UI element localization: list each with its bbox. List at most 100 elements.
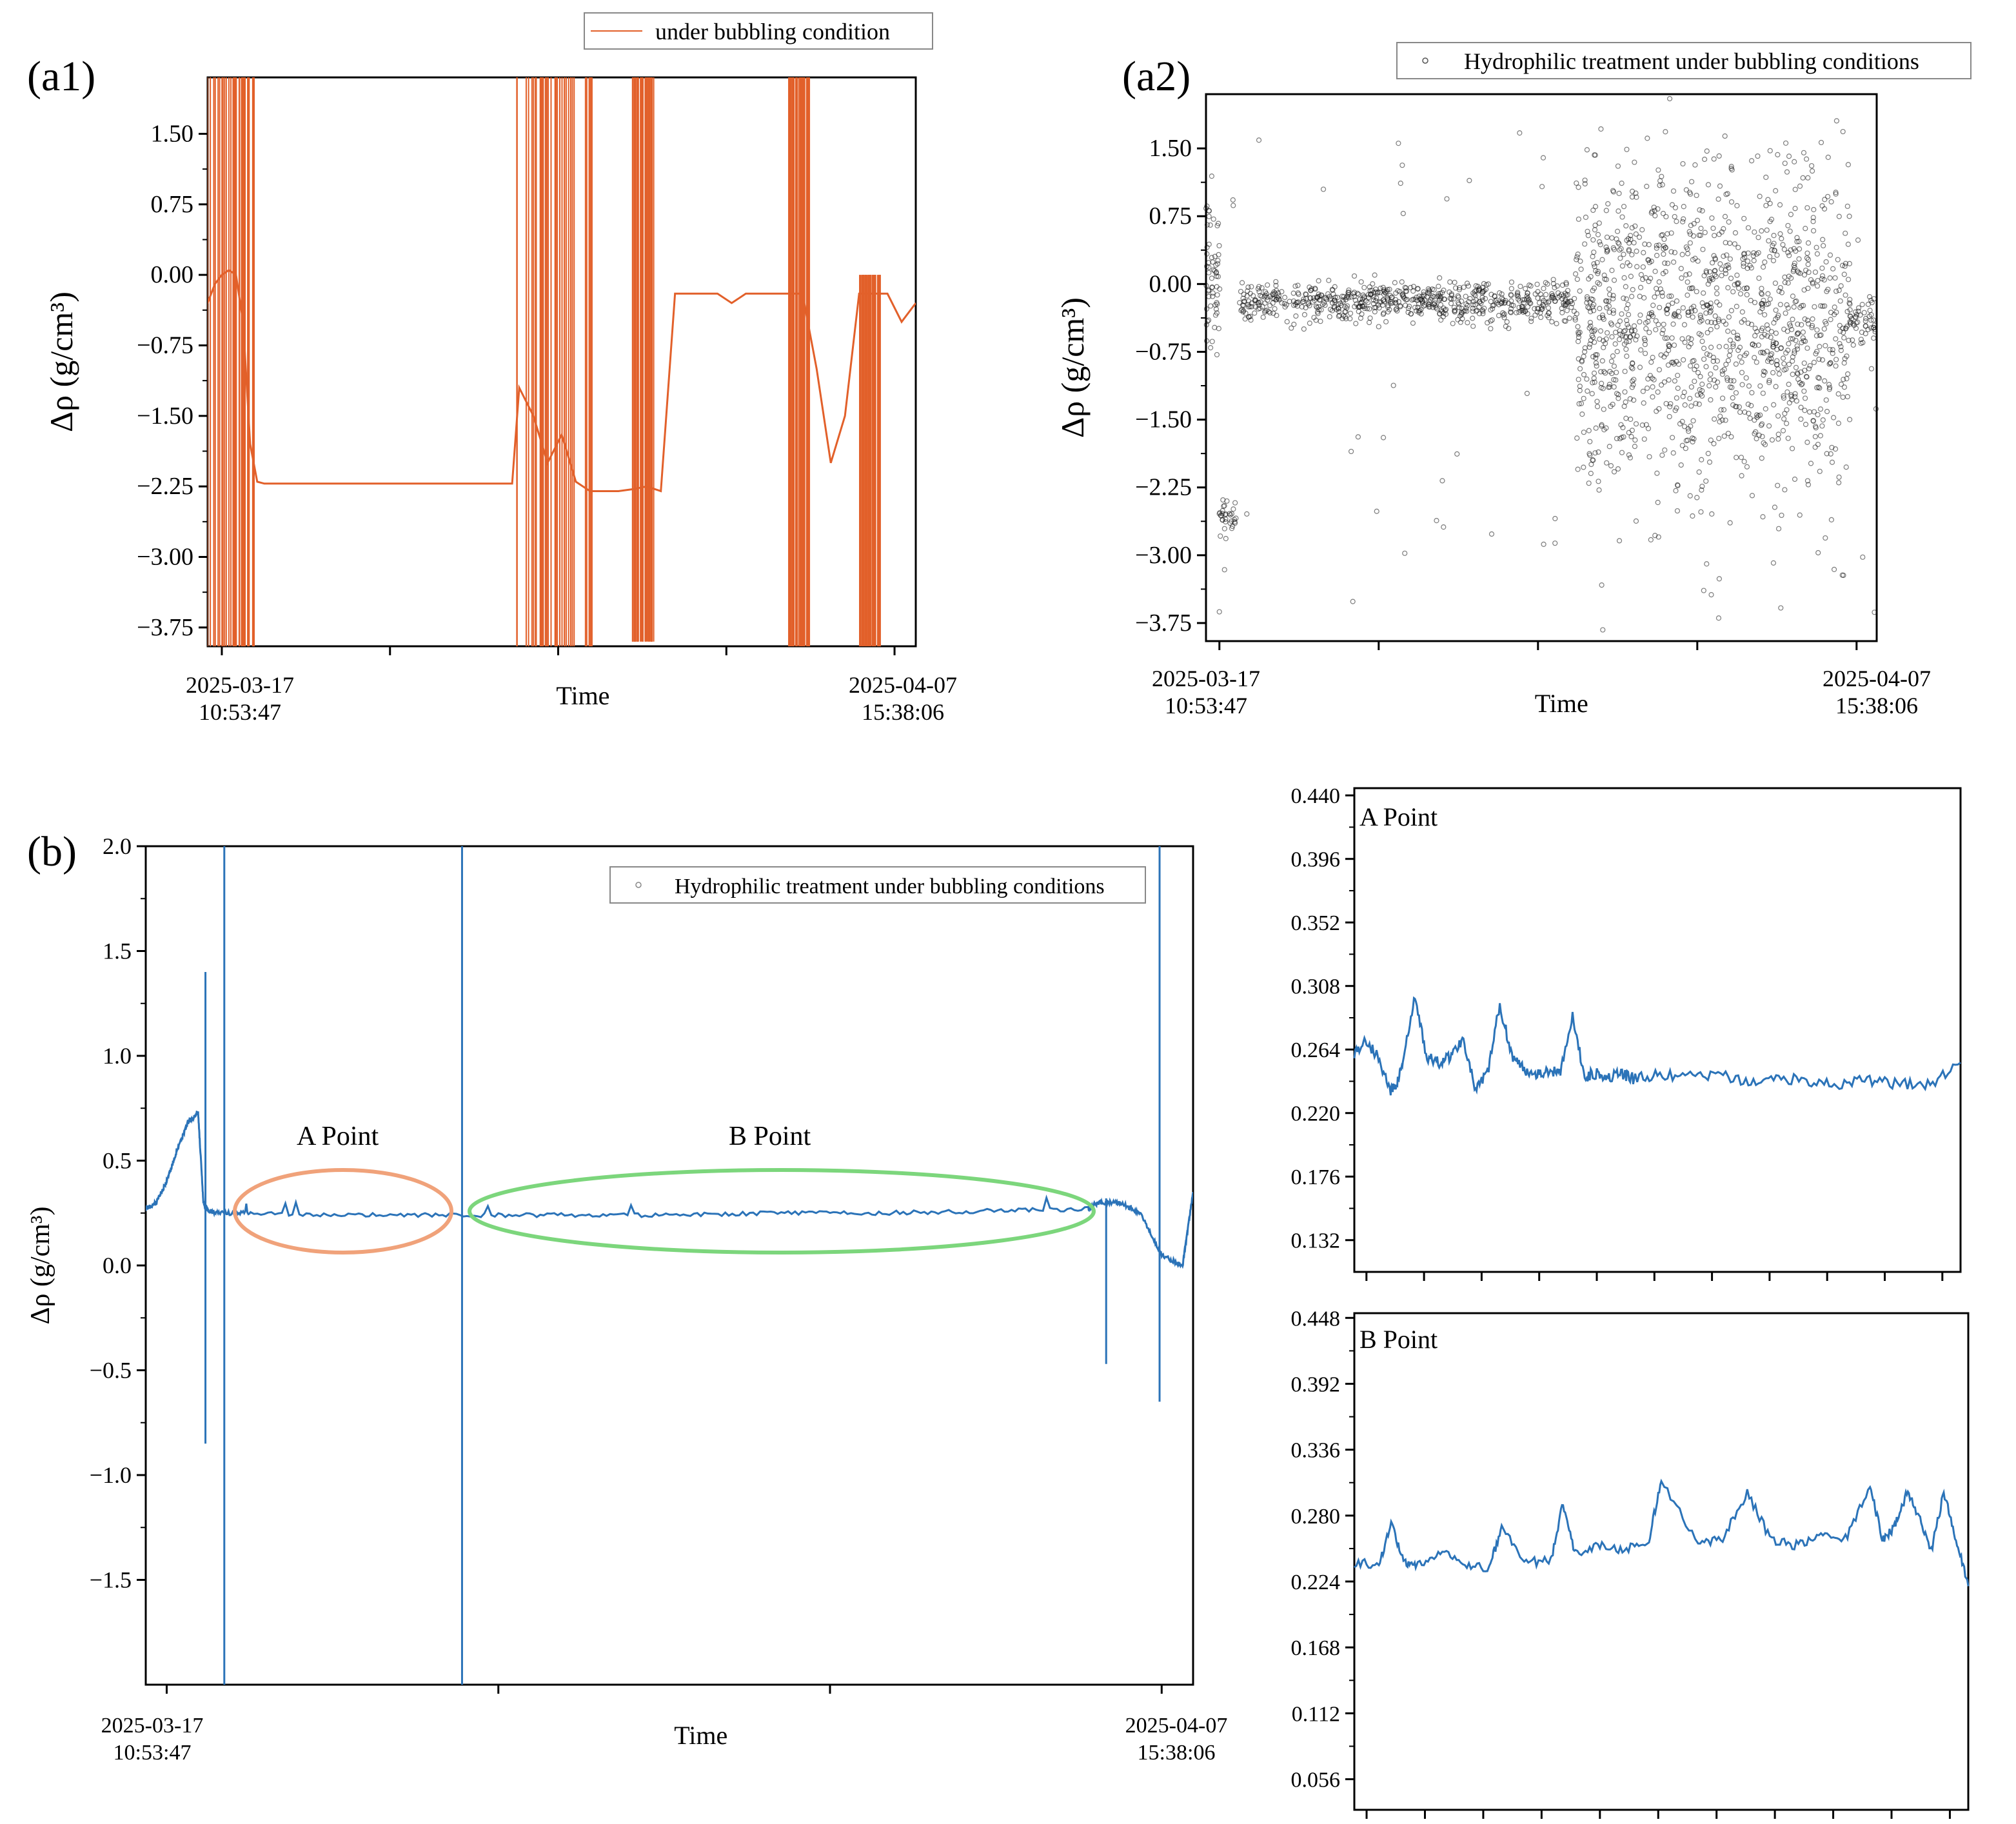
scatter-point — [1631, 377, 1637, 382]
scatter-point — [1585, 296, 1590, 302]
scatter-point — [1844, 308, 1850, 315]
scatter-point — [1655, 322, 1661, 328]
scatter-point — [1705, 182, 1712, 188]
scatter-point — [1794, 398, 1800, 404]
scatter-point — [1714, 285, 1719, 291]
scatter-point — [1274, 295, 1281, 301]
scatter-point — [1625, 260, 1630, 266]
scatter-point — [1488, 326, 1494, 332]
scatter-point — [1746, 383, 1752, 389]
scatter-point — [1289, 325, 1294, 331]
scatter-point — [1793, 364, 1799, 370]
scatter-point — [1611, 277, 1617, 283]
scatter-point — [1841, 360, 1847, 366]
scatter-point — [1844, 376, 1850, 382]
scatter-point — [1256, 284, 1262, 290]
scatter-point — [1792, 206, 1798, 212]
scatter-point — [1734, 404, 1739, 410]
scatter-point — [1752, 229, 1757, 235]
scatter-point — [1591, 249, 1597, 255]
scatter-point — [1782, 161, 1788, 166]
scatter-point — [1728, 165, 1734, 172]
scatter-point — [1685, 310, 1691, 315]
scatter-point — [1624, 237, 1630, 243]
scatter-point — [1805, 285, 1811, 292]
scatter-point — [1442, 307, 1448, 313]
scatter-point — [1741, 254, 1748, 261]
scatter-point — [1301, 326, 1307, 332]
scatter-point — [1666, 377, 1672, 383]
scatter-point — [1792, 391, 1798, 397]
scatter-point — [1790, 317, 1795, 322]
scatter-point — [1354, 290, 1361, 296]
scatter-point — [1652, 294, 1657, 300]
scatter-point — [1759, 421, 1765, 427]
scatter-point — [1427, 299, 1432, 305]
scatter-point — [1841, 335, 1847, 341]
scatter-point — [1721, 407, 1727, 413]
scatter-point — [1816, 375, 1823, 381]
scatter-point — [1543, 292, 1549, 297]
scatter-point — [1752, 333, 1758, 339]
scatter-point — [1579, 359, 1585, 364]
scatter-point — [1598, 385, 1604, 391]
panel-label-a1: (a1) — [27, 53, 95, 100]
scatter-point — [1631, 397, 1637, 403]
scatter-point — [1870, 317, 1876, 323]
scatter-point — [1210, 259, 1216, 265]
scatter-point — [1792, 476, 1798, 482]
scatter-point — [1528, 319, 1534, 324]
scatter-point — [1240, 295, 1246, 301]
scatter-point — [1765, 291, 1771, 297]
scatter-point — [1610, 296, 1616, 302]
scatter-point — [1399, 279, 1405, 285]
scatter-point — [1806, 366, 1812, 372]
scatter-point — [1568, 304, 1574, 310]
scatter-point — [1770, 560, 1777, 566]
scatter-point — [1833, 191, 1839, 197]
scatter-point — [1775, 314, 1781, 321]
scatter-point — [1385, 298, 1391, 304]
scatter-point — [1708, 397, 1714, 403]
scatter-point — [1376, 299, 1382, 305]
scatter-point — [1823, 342, 1828, 349]
scatter-point — [1212, 324, 1218, 330]
scatter-point — [1267, 293, 1273, 299]
scatter-point — [1871, 296, 1877, 302]
scatter-point — [1602, 341, 1608, 346]
scatter-point — [1633, 518, 1639, 524]
scatter-point — [1838, 381, 1844, 387]
scatter-point — [1691, 436, 1697, 442]
scatter-point — [1351, 290, 1358, 295]
scatter-point — [1632, 159, 1637, 165]
scatter-point — [1837, 341, 1843, 346]
scatter-point — [1782, 274, 1788, 280]
scatter-point — [1741, 250, 1747, 257]
scatter-point — [1404, 297, 1410, 302]
scatter-point — [1717, 302, 1723, 308]
scatter-point — [1853, 325, 1859, 332]
scatter-point — [1525, 290, 1530, 296]
scatter-point — [1643, 326, 1649, 332]
scatter-point — [1786, 361, 1792, 368]
scatter-point — [1659, 182, 1665, 188]
scatter-point — [1461, 284, 1467, 290]
scatter-point — [1749, 493, 1755, 499]
scatter-point — [1855, 305, 1862, 311]
scatter-point — [1456, 301, 1462, 307]
scatter-point — [1655, 499, 1661, 506]
scatter-point — [1672, 378, 1677, 384]
scatter-point — [1683, 187, 1689, 193]
scatter-point — [1760, 264, 1766, 270]
scatter-point — [1307, 320, 1312, 326]
scatter-point — [1687, 363, 1694, 369]
scatter-point — [1832, 275, 1838, 281]
scatter-point — [1659, 293, 1665, 299]
scatter-point — [1488, 299, 1494, 304]
scatter-point — [1405, 310, 1411, 315]
scatter-point — [1817, 406, 1824, 412]
scatter-point — [1762, 312, 1768, 318]
scatter-point — [1734, 272, 1740, 278]
scatter-point — [1768, 351, 1775, 357]
scatter-point — [1744, 258, 1751, 264]
